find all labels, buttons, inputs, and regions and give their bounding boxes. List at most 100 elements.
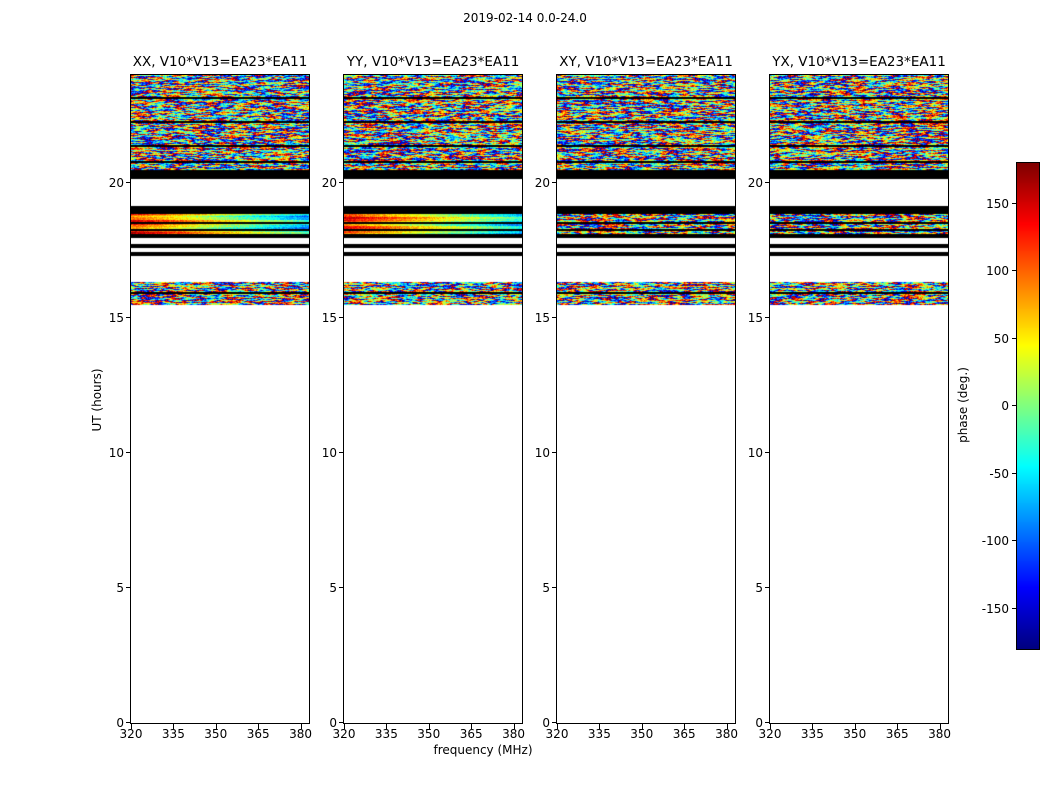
y-tick-mark [339,452,344,453]
y-tick-mark [765,587,770,588]
y-tick-label: 10 [516,446,550,460]
colorbar: 150 100 50 0 -50 -100 -150 [1016,162,1040,650]
x-axis-label: frequency (MHz) [383,743,583,757]
colorbar-tick-mark [1012,473,1017,474]
x-tick-label: 335 [369,727,403,741]
y-tick-label: 5 [729,581,763,595]
y-tick-mark [339,182,344,183]
y-tick-label: 15 [90,311,124,325]
colorbar-tick-mark [1012,338,1017,339]
figure-title: 2019-02-14 0.0-24.0 [0,11,1050,25]
x-tick-label: 335 [156,727,190,741]
panel-yx: YX, V10*V13=EA23*EA11 0 5 10 15 20 320 335 350 3… [769,74,949,724]
panel-yy: YY, V10*V13=EA23*EA11 0 5 10 15 20 320 335 350 3… [343,74,523,724]
x-tick-label: 365 [241,727,275,741]
y-tick-mark [339,317,344,318]
y-tick-mark [552,452,557,453]
x-tick-mark [599,724,600,729]
figure: 2019-02-14 0.0-24.0 UT (hours) frequency… [0,0,1050,800]
x-tick-label: 350 [838,727,872,741]
x-tick-mark [812,724,813,729]
x-tick-mark [471,724,472,729]
panel-xy: XY, V10*V13=EA23*EA11 0 5 10 15 20 320 335 350 3… [556,74,736,724]
colorbar-tick-label: -100 [971,534,1009,548]
x-tick-mark [173,724,174,729]
colorbar-gradient-canvas [1017,163,1039,649]
y-tick-mark [552,722,557,723]
x-tick-mark [429,724,430,729]
y-tick-label: 20 [90,176,124,190]
colorbar-tick-label: 50 [971,332,1009,346]
y-tick-mark [126,587,131,588]
y-tick-mark [339,587,344,588]
waterfall-canvas-xy [557,75,735,723]
y-axis-label: UT (hours) [90,368,104,431]
panel-title-xx: XX, V10*V13=EA23*EA11 [133,54,308,70]
y-tick-label: 15 [729,311,763,325]
x-tick-mark [131,724,132,729]
y-tick-label: 5 [303,581,337,595]
x-tick-mark [940,724,941,729]
x-tick-mark [216,724,217,729]
colorbar-tick-mark [1012,203,1017,204]
x-tick-mark [386,724,387,729]
x-tick-mark [855,724,856,729]
y-tick-label: 10 [729,446,763,460]
y-tick-label: 5 [516,581,550,595]
y-tick-mark [765,452,770,453]
y-tick-mark [552,182,557,183]
y-tick-label: 15 [516,311,550,325]
colorbar-tick-label: 150 [971,197,1009,211]
x-tick-label: 320 [540,727,574,741]
y-tick-mark [126,182,131,183]
colorbar-tick-mark [1012,540,1017,541]
colorbar-tick-mark [1012,608,1017,609]
x-tick-label: 320 [114,727,148,741]
x-tick-mark [301,724,302,729]
y-tick-mark [765,317,770,318]
x-tick-mark [344,724,345,729]
colorbar-tick-label: -150 [971,602,1009,616]
x-tick-label: 365 [880,727,914,741]
y-tick-mark [126,452,131,453]
y-tick-label: 10 [303,446,337,460]
y-tick-mark [339,722,344,723]
waterfall-canvas-xx [131,75,309,723]
y-tick-mark [126,317,131,318]
colorbar-tick-label: 0 [971,399,1009,413]
x-tick-label: 350 [199,727,233,741]
y-tick-label: 20 [729,176,763,190]
y-tick-mark [126,722,131,723]
y-tick-mark [552,587,557,588]
y-tick-mark [765,722,770,723]
y-tick-label: 10 [90,446,124,460]
panel-title-xy: XY, V10*V13=EA23*EA11 [559,54,733,70]
y-tick-mark [765,182,770,183]
y-tick-label: 20 [303,176,337,190]
x-tick-mark [684,724,685,729]
colorbar-label: phase (deg.) [956,367,970,443]
waterfall-canvas-yx [770,75,948,723]
colorbar-tick-mark [1012,405,1017,406]
x-tick-label: 380 [923,727,957,741]
x-tick-label: 350 [412,727,446,741]
x-tick-mark [514,724,515,729]
x-tick-label: 335 [582,727,616,741]
y-tick-label: 20 [516,176,550,190]
y-tick-mark [552,317,557,318]
colorbar-tick-mark [1012,270,1017,271]
x-tick-label: 365 [667,727,701,741]
y-tick-label: 15 [303,311,337,325]
colorbar-tick-label: 100 [971,264,1009,278]
waterfall-canvas-yy [344,75,522,723]
panel-xx: XX, V10*V13=EA23*EA11 0 5 10 15 20 320 335 350 3… [130,74,310,724]
x-tick-mark [642,724,643,729]
panel-title-yy: YY, V10*V13=EA23*EA11 [347,54,520,70]
x-tick-label: 320 [327,727,361,741]
colorbar-tick-label: -50 [971,467,1009,481]
x-tick-label: 335 [795,727,829,741]
x-tick-mark [258,724,259,729]
x-tick-label: 350 [625,727,659,741]
x-tick-label: 365 [454,727,488,741]
x-tick-mark [727,724,728,729]
